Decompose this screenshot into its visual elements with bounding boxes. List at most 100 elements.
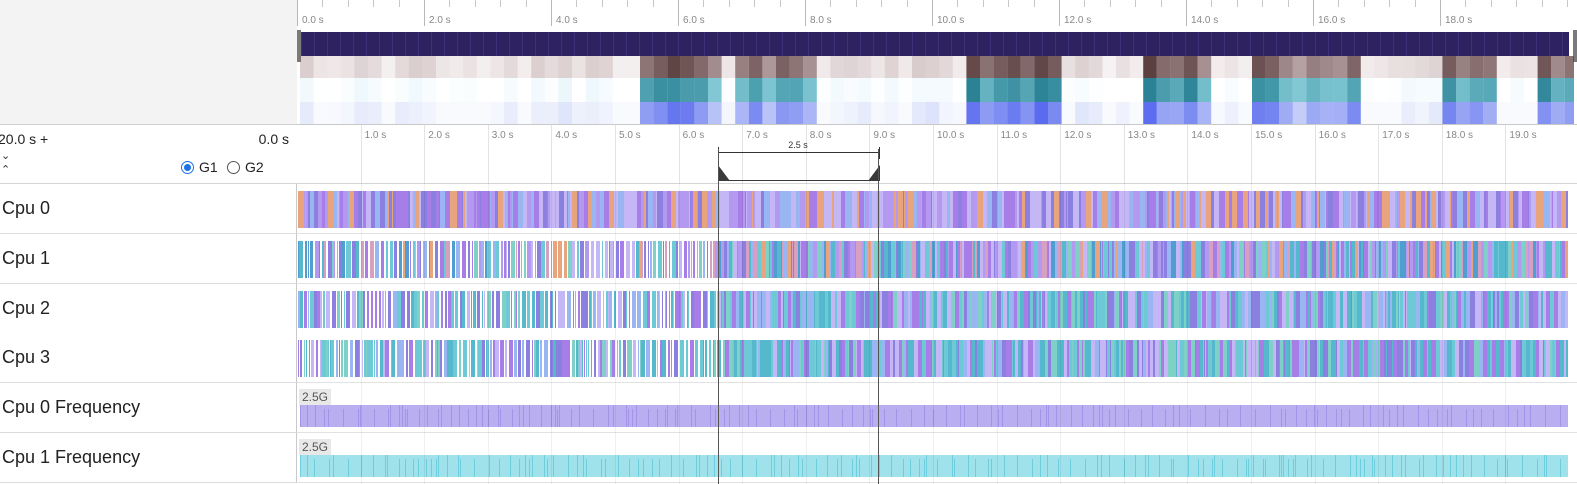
- cpu-slice[interactable]: [1219, 191, 1224, 228]
- cpu-slice[interactable]: [1393, 340, 1397, 378]
- cpu-slice[interactable]: [798, 240, 800, 278]
- cpu-slice[interactable]: [1061, 340, 1064, 378]
- cpu-slice[interactable]: [1060, 290, 1063, 328]
- cpu-slice[interactable]: [405, 240, 409, 278]
- cpu-slice[interactable]: [872, 340, 875, 378]
- cpu-slice[interactable]: [787, 191, 791, 228]
- cpu-slice[interactable]: [1008, 240, 1011, 278]
- cpu-slice[interactable]: [352, 240, 356, 278]
- cpu-slice[interactable]: [410, 240, 411, 278]
- cpu-slice[interactable]: [1017, 191, 1019, 228]
- cpu-slice[interactable]: [1463, 191, 1467, 228]
- cpu-slice[interactable]: [1511, 240, 1513, 278]
- cpu-slice[interactable]: [1390, 191, 1395, 228]
- cpu-slice[interactable]: [738, 240, 742, 278]
- cpu-slice[interactable]: [436, 191, 438, 228]
- cpu-slice[interactable]: [1231, 290, 1235, 328]
- cpu-slice[interactable]: [1459, 240, 1462, 278]
- cpu-slice[interactable]: [344, 290, 345, 328]
- cpu-slice[interactable]: [1513, 240, 1517, 278]
- cpu-slice[interactable]: [1239, 191, 1243, 228]
- cpu-slice[interactable]: [1064, 340, 1065, 378]
- cpu-slice[interactable]: [1282, 191, 1283, 228]
- cpu-slice[interactable]: [1299, 340, 1301, 378]
- cpu-slice[interactable]: [1102, 191, 1107, 228]
- cpu-slice[interactable]: [662, 340, 666, 378]
- cpu-slice[interactable]: [1492, 290, 1493, 328]
- cpu-slice[interactable]: [1187, 340, 1188, 378]
- cpu-slice[interactable]: [564, 191, 567, 228]
- cpu-slice[interactable]: [463, 340, 465, 378]
- cpu-slice[interactable]: [1320, 290, 1323, 328]
- cpu-slice[interactable]: [393, 290, 396, 328]
- cpu-slice[interactable]: [913, 191, 914, 228]
- cpu-slice[interactable]: [707, 191, 712, 228]
- cpu-slice[interactable]: [397, 340, 401, 378]
- cpu-slice[interactable]: [1154, 191, 1156, 228]
- cpu-slice[interactable]: [505, 340, 507, 378]
- cpu-slice[interactable]: [837, 191, 841, 228]
- cpu-slice[interactable]: [828, 340, 829, 378]
- cpu-slice[interactable]: [766, 240, 769, 278]
- cpu-slice[interactable]: [1470, 191, 1475, 228]
- cpu-slice[interactable]: [925, 240, 929, 278]
- expand-down-icon[interactable]: ⌄: [1, 150, 11, 162]
- cpu-slice[interactable]: [416, 191, 419, 228]
- cpu-slice[interactable]: [414, 290, 417, 328]
- cpu-slice[interactable]: [714, 290, 716, 328]
- cpu-slice[interactable]: [1222, 240, 1225, 278]
- cpu-slice[interactable]: [1528, 191, 1529, 228]
- cpu-slice[interactable]: [1396, 240, 1397, 278]
- cpu-slice[interactable]: [1283, 340, 1284, 378]
- cpu-slice[interactable]: [1461, 290, 1464, 328]
- cpu-slice[interactable]: [1341, 240, 1344, 278]
- cpu-slice[interactable]: [1252, 191, 1254, 228]
- cpu-slice[interactable]: [1279, 240, 1283, 278]
- cpu-slice[interactable]: [1424, 290, 1425, 328]
- cpu-slice[interactable]: [653, 240, 656, 278]
- cpu-slice[interactable]: [937, 240, 940, 278]
- cpu-slice[interactable]: [1183, 191, 1186, 228]
- cpu-slice[interactable]: [1314, 290, 1318, 328]
- cpu-slice[interactable]: [1310, 290, 1311, 328]
- cpu-slice[interactable]: [444, 240, 446, 278]
- cpu-slice[interactable]: [1415, 240, 1418, 278]
- cpu-slice[interactable]: [666, 290, 667, 328]
- cpu-slice[interactable]: [331, 340, 334, 378]
- cpu-slice[interactable]: [646, 191, 648, 228]
- cpu-slice[interactable]: [1055, 240, 1058, 278]
- cpu-slice[interactable]: [948, 340, 952, 378]
- cpu-slice[interactable]: [1110, 340, 1111, 378]
- cpu-slice[interactable]: [903, 340, 906, 378]
- cpu-slice[interactable]: [802, 290, 806, 328]
- cpu-slice[interactable]: [1301, 191, 1303, 228]
- cpu-slice[interactable]: [321, 340, 322, 378]
- cpu-slice[interactable]: [1474, 240, 1478, 278]
- cpu-slice[interactable]: [596, 240, 600, 278]
- cpu-slice[interactable]: [1553, 191, 1557, 228]
- cpu-slice[interactable]: [546, 240, 549, 278]
- cpu-slice[interactable]: [1426, 340, 1427, 378]
- cpu-slice[interactable]: [653, 191, 656, 228]
- cpu-slice[interactable]: [958, 191, 962, 228]
- cpu-slice[interactable]: [894, 191, 896, 228]
- cpu-slice[interactable]: [1164, 240, 1167, 278]
- cpu-slice[interactable]: [1254, 191, 1256, 228]
- cpu-slice[interactable]: [784, 191, 787, 228]
- cpu-slice[interactable]: [471, 191, 474, 228]
- cpu-slice[interactable]: [1319, 191, 1320, 228]
- cpu-slice[interactable]: [1512, 340, 1516, 378]
- cpu-slice[interactable]: [932, 340, 934, 378]
- cpu-slice[interactable]: [904, 191, 905, 228]
- cpu-slice[interactable]: [397, 290, 401, 328]
- cpu-slice[interactable]: [804, 340, 805, 378]
- cpu-slice[interactable]: [509, 340, 513, 378]
- cpu-slice[interactable]: [1453, 191, 1457, 228]
- cpu-slice[interactable]: [730, 290, 732, 328]
- cpu-slice[interactable]: [1390, 340, 1392, 378]
- cpu-slice[interactable]: [1137, 290, 1141, 328]
- cpu-slice[interactable]: [1159, 191, 1163, 228]
- cpu-slice[interactable]: [1561, 290, 1562, 328]
- cpu-slice[interactable]: [1197, 290, 1199, 328]
- cpu-slice[interactable]: [1206, 191, 1211, 228]
